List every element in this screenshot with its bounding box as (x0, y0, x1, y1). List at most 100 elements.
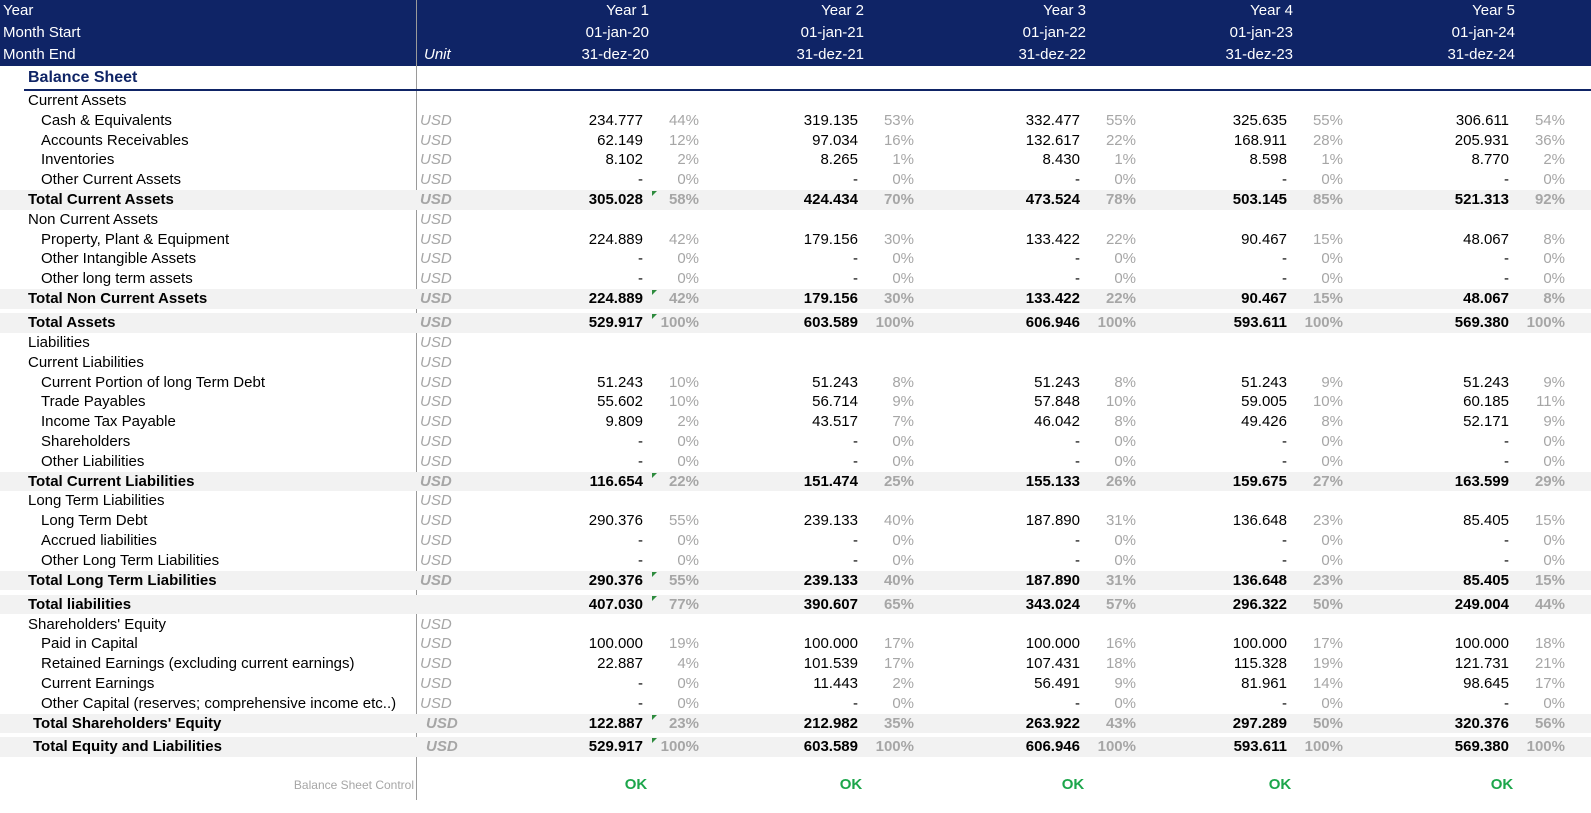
percent-cell-year-2[interactable]: 0% (892, 270, 914, 288)
percent-cell-year-4[interactable]: 15% (1312, 290, 1343, 307)
row-label[interactable]: Trade Payables (41, 393, 146, 411)
percent-cell-year-5[interactable]: 0% (1543, 171, 1565, 189)
percent-cell-year-5[interactable]: 9% (1543, 413, 1565, 431)
percent-cell-year-1[interactable]: 23% (668, 714, 699, 732)
percent-cell-year-4[interactable]: 0% (1321, 171, 1343, 189)
row-label[interactable]: Total Non Current Assets (28, 290, 208, 307)
value-cell-year-4[interactable]: - (1282, 551, 1287, 569)
percent-cell-year-5[interactable]: 0% (1543, 694, 1565, 712)
value-cell-year-4[interactable]: 296.322 (1232, 595, 1287, 613)
percent-cell-year-1[interactable]: 0% (677, 270, 699, 288)
value-cell-year-3[interactable]: - (1075, 270, 1080, 288)
percent-cell-year-1[interactable]: 10% (668, 393, 699, 411)
control-ok-year-1[interactable]: OK (624, 776, 648, 793)
value-cell-year-3[interactable]: 100.000 (1025, 635, 1080, 653)
percent-cell-year-1[interactable]: 100% (660, 314, 699, 331)
value-cell-year-2[interactable]: 239.133 (803, 512, 858, 530)
row-label[interactable]: Current Liabilities (28, 353, 144, 371)
row-unit[interactable]: USD (420, 353, 452, 371)
value-cell-year-1[interactable]: 290.376 (588, 571, 643, 589)
value-cell-year-3[interactable]: 132.617 (1025, 131, 1080, 149)
row-label[interactable]: Non Current Assets (28, 210, 159, 228)
row-label[interactable]: Inventories (41, 151, 115, 169)
value-cell-year-2[interactable]: 179.156 (803, 290, 858, 307)
percent-cell-year-3[interactable]: 31% (1105, 512, 1136, 530)
value-cell-year-5[interactable]: 52.171 (1463, 413, 1509, 431)
row-unit[interactable]: USD (426, 738, 458, 756)
value-cell-year-2[interactable]: 179.156 (803, 230, 858, 248)
percent-cell-year-4[interactable]: 55% (1312, 111, 1343, 129)
percent-cell-year-1[interactable]: 0% (677, 250, 699, 268)
row-unit[interactable]: USD (420, 250, 452, 268)
row-unit[interactable]: USD (420, 472, 452, 490)
row-unit[interactable]: USD (420, 615, 452, 633)
value-cell-year-5[interactable]: 85.405 (1463, 571, 1509, 589)
value-cell-year-1[interactable]: - (638, 675, 643, 692)
percent-cell-year-2[interactable]: 0% (892, 250, 914, 268)
value-cell-year-1[interactable]: - (638, 171, 643, 189)
header-end-year-4[interactable]: 31-dez-23 (1225, 46, 1293, 63)
percent-cell-year-2[interactable]: 2% (892, 675, 914, 692)
value-cell-year-1[interactable]: 55.602 (597, 393, 643, 411)
percent-cell-year-5[interactable]: 0% (1543, 250, 1565, 268)
percent-cell-year-3[interactable]: 100% (1097, 314, 1136, 331)
percent-cell-year-5[interactable]: 0% (1543, 532, 1565, 549)
percent-cell-year-2[interactable]: 17% (883, 655, 914, 673)
value-cell-year-5[interactable]: 121.731 (1454, 655, 1509, 673)
header-unit-label[interactable]: Unit (424, 46, 451, 63)
percent-cell-year-1[interactable]: 4% (677, 655, 699, 673)
value-cell-year-2[interactable]: 8.265 (820, 151, 858, 169)
percent-cell-year-3[interactable]: 78% (1105, 191, 1136, 208)
value-cell-year-1[interactable]: 407.030 (588, 595, 643, 613)
row-label[interactable]: Current Earnings (41, 675, 155, 692)
percent-cell-year-3[interactable]: 1% (1114, 151, 1136, 169)
percent-cell-year-4[interactable]: 10% (1312, 393, 1343, 411)
header-year-year-1[interactable]: Year 1 (606, 2, 649, 19)
percent-cell-year-4[interactable]: 85% (1312, 191, 1343, 208)
percent-cell-year-2[interactable]: 30% (883, 230, 914, 248)
value-cell-year-1[interactable]: - (638, 270, 643, 288)
percent-cell-year-1[interactable]: 2% (677, 413, 699, 431)
row-label[interactable]: Property, Plant & Equipment (41, 230, 230, 248)
percent-cell-year-3[interactable]: 100% (1097, 738, 1136, 756)
value-cell-year-5[interactable]: - (1504, 171, 1509, 189)
percent-cell-year-2[interactable]: 70% (883, 191, 914, 208)
control-ok-year-2[interactable]: OK (839, 776, 863, 793)
percent-cell-year-1[interactable]: 55% (668, 571, 699, 589)
percent-cell-year-2[interactable]: 8% (892, 373, 914, 391)
value-cell-year-2[interactable]: 100.000 (803, 635, 858, 653)
percent-cell-year-3[interactable]: 55% (1105, 111, 1136, 129)
percent-cell-year-1[interactable]: 19% (668, 635, 699, 653)
value-cell-year-3[interactable]: - (1075, 551, 1080, 569)
row-label[interactable]: Liabilities (28, 334, 90, 351)
header-end-year-3[interactable]: 31-dez-22 (1018, 46, 1086, 63)
percent-cell-year-5[interactable]: 54% (1534, 111, 1565, 129)
percent-cell-year-5[interactable]: 15% (1534, 512, 1565, 530)
value-cell-year-5[interactable]: - (1504, 452, 1509, 470)
percent-cell-year-2[interactable]: 53% (883, 111, 914, 129)
percent-cell-year-5[interactable]: 9% (1543, 373, 1565, 391)
row-unit[interactable]: USD (420, 413, 452, 431)
value-cell-year-5[interactable]: 205.931 (1454, 131, 1509, 149)
percent-cell-year-3[interactable]: 0% (1114, 270, 1136, 288)
value-cell-year-2[interactable]: - (853, 532, 858, 549)
row-label[interactable]: Paid in Capital (41, 635, 138, 653)
value-cell-year-1[interactable]: 8.102 (605, 151, 643, 169)
percent-cell-year-1[interactable]: 58% (668, 191, 699, 208)
percent-cell-year-5[interactable]: 92% (1534, 191, 1565, 208)
value-cell-year-3[interactable]: 51.243 (1034, 373, 1080, 391)
percent-cell-year-2[interactable]: 0% (892, 171, 914, 189)
value-cell-year-3[interactable]: 57.848 (1034, 393, 1080, 411)
value-cell-year-1[interactable]: 234.777 (588, 111, 643, 129)
percent-cell-year-5[interactable]: 36% (1534, 131, 1565, 149)
row-label[interactable]: Other Long Term Liabilities (41, 551, 220, 569)
percent-cell-year-2[interactable]: 0% (892, 452, 914, 470)
value-cell-year-3[interactable]: 56.491 (1034, 675, 1080, 692)
value-cell-year-1[interactable]: 224.889 (588, 230, 643, 248)
value-cell-year-2[interactable]: - (853, 452, 858, 470)
value-cell-year-3[interactable]: - (1075, 532, 1080, 549)
percent-cell-year-2[interactable]: 0% (892, 551, 914, 569)
value-cell-year-4[interactable]: 59.005 (1241, 393, 1287, 411)
value-cell-year-2[interactable]: 603.589 (803, 738, 858, 756)
row-unit[interactable]: USD (420, 512, 452, 530)
